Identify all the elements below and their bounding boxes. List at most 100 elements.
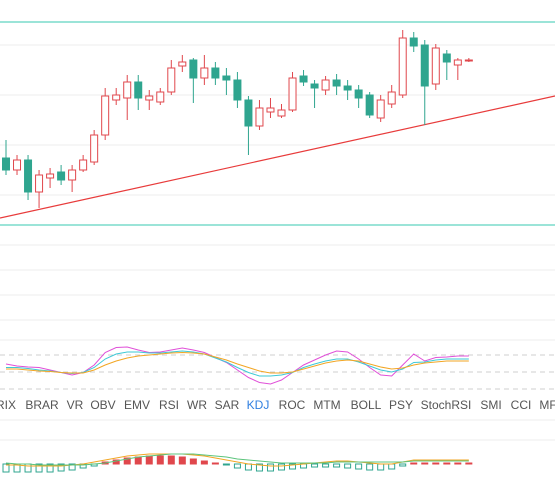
histogram-bar	[24, 463, 32, 473]
histogram-bar	[421, 462, 429, 465]
candle-body	[200, 67, 209, 79]
histogram-bar	[465, 462, 473, 465]
histogram-bar	[366, 463, 374, 471]
candle-body	[365, 94, 374, 116]
indicator-line	[6, 351, 469, 374]
histogram-bar	[57, 463, 65, 472]
candle-body	[167, 67, 176, 93]
candle-body	[409, 37, 418, 47]
histogram-bar	[189, 458, 197, 465]
candle-body	[123, 81, 132, 99]
histogram-bar	[355, 463, 363, 470]
candle-body	[233, 79, 242, 101]
candle-body	[387, 91, 396, 105]
histogram-bar	[46, 463, 54, 473]
histogram-bar	[443, 462, 451, 465]
candle-body	[57, 171, 66, 181]
histogram-bar	[333, 463, 341, 468]
histogram-bar	[145, 455, 153, 465]
indicator-tab[interactable]: EMV	[124, 398, 150, 412]
indicator-tab[interactable]: SMI	[480, 398, 501, 412]
candle-body	[156, 91, 165, 103]
grid	[0, 44, 555, 441]
candle-body	[101, 95, 110, 136]
candle-body	[178, 61, 187, 67]
candle-body	[255, 107, 264, 127]
histogram-bar	[266, 463, 274, 472]
indicator-tab[interactable]: CCI	[511, 398, 532, 412]
histogram-bar	[278, 463, 285, 471]
candle-body	[266, 107, 275, 113]
histogram-bar	[255, 463, 263, 472]
indicator-tab[interactable]: StochRSI	[421, 398, 472, 412]
indicator-tab[interactable]: MF	[539, 398, 555, 412]
histogram-bar	[167, 455, 175, 465]
histogram-bar	[344, 463, 352, 469]
trend-line	[0, 95, 555, 219]
candle-body	[277, 109, 286, 117]
candle-body	[376, 99, 385, 119]
candle-body	[211, 67, 220, 79]
histogram-bar	[134, 456, 142, 465]
candle-body	[442, 53, 451, 63]
histogram-bar	[399, 463, 407, 467]
candle-body	[310, 83, 319, 89]
candle-body	[90, 134, 99, 163]
candle-body	[321, 79, 330, 91]
histogram-bar	[311, 463, 319, 468]
histogram-bar	[454, 462, 462, 465]
indicator-tab[interactable]: SAR	[215, 398, 240, 412]
histogram-bar	[200, 460, 208, 465]
indicator-line	[6, 453, 469, 467]
candle-body	[79, 159, 88, 171]
candle-body	[68, 169, 77, 181]
candle-body	[299, 75, 308, 83]
indicator-tab[interactable]: PSY	[389, 398, 413, 412]
histogram-bar	[432, 462, 440, 465]
candle-body	[431, 47, 440, 85]
indicator-tab[interactable]: KDJ	[247, 398, 270, 412]
histogram-bar	[35, 463, 43, 473]
histogram-bar	[322, 463, 330, 468]
candle-body	[453, 59, 462, 66]
indicator-line	[5, 453, 469, 466]
indicator-tab[interactable]: ROC	[279, 398, 306, 412]
indicator-tab[interactable]: BRAR	[25, 398, 59, 412]
candle-body	[35, 174, 44, 193]
histogram-bar	[123, 457, 131, 465]
indicator-line	[5, 346, 469, 385]
candle-body	[112, 94, 121, 101]
candle-body	[13, 159, 22, 171]
histogram-bar	[289, 463, 297, 470]
histogram-bar	[410, 462, 418, 465]
candle-body	[464, 59, 473, 62]
histogram-bar	[233, 463, 241, 469]
candle-body	[134, 81, 143, 99]
indicator-tab[interactable]: WR	[187, 398, 207, 412]
histogram-bar	[211, 462, 219, 465]
indicator-tab[interactable]: RIX	[0, 398, 16, 412]
histogram-bar	[156, 455, 164, 465]
histogram-bar	[244, 463, 252, 471]
candle-body	[354, 89, 363, 99]
candle-body	[222, 75, 231, 81]
histogram-bar	[388, 463, 396, 470]
indicator-tab[interactable]: RSI	[159, 398, 179, 412]
candle-body	[244, 99, 253, 127]
candle-body	[46, 173, 55, 179]
histogram-bar	[2, 463, 10, 473]
candle-body	[24, 159, 33, 193]
indicator-tab[interactable]: BOLL	[351, 398, 382, 412]
indicator-tab[interactable]: MTM	[313, 398, 340, 412]
histogram-bar	[222, 463, 230, 466]
candle-body	[145, 95, 154, 101]
candle-body	[343, 85, 352, 91]
histogram-bar	[377, 463, 385, 471]
indicator-tab[interactable]: VR	[67, 398, 84, 412]
candle-body	[2, 157, 10, 171]
candle-body	[398, 37, 407, 96]
candle-body	[288, 77, 297, 111]
indicator-tab[interactable]: OBV	[90, 398, 115, 412]
candle-body	[420, 44, 429, 87]
